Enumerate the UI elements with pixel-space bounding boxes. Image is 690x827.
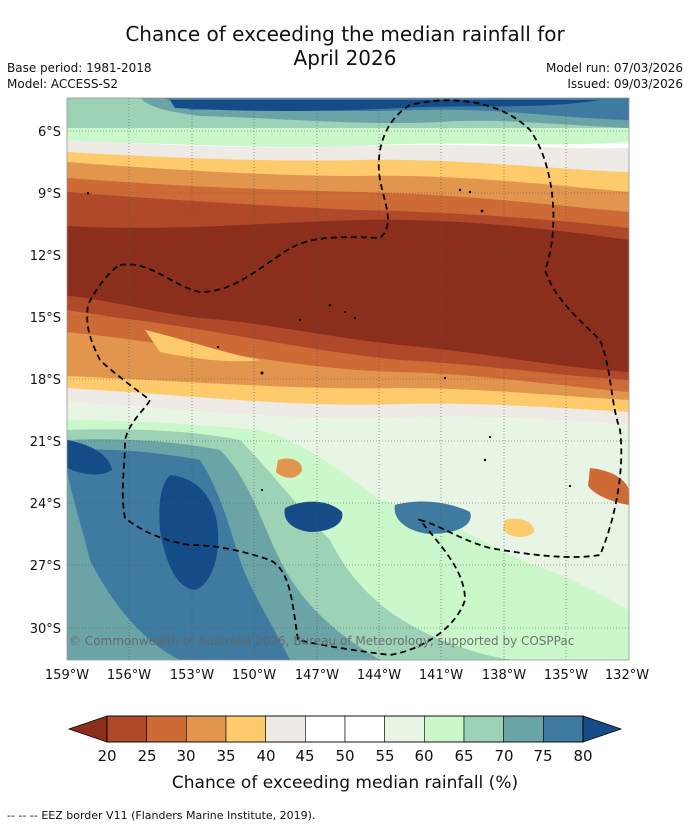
colorbar-tick: 65 — [454, 747, 473, 765]
lon-label: 132°W — [605, 668, 649, 683]
colorbar: 20 25 30 35 40 45 50 55 60 65 70 75 80 C… — [67, 715, 623, 793]
lon-label: 144°W — [357, 668, 401, 683]
colorbar-swatch — [265, 715, 306, 743]
colorbar-label: Chance of exceeding median rainfall (%) — [172, 773, 518, 793]
island — [568, 484, 572, 488]
colorbar-tick: 80 — [573, 747, 592, 765]
colorbar-swatch — [503, 715, 544, 743]
colorbar-frame — [106, 715, 584, 743]
lat-label: 12°S — [30, 249, 61, 264]
lat-label: 24°S — [30, 497, 61, 512]
island — [216, 345, 220, 349]
meta-right: Model run: 07/03/2026 Issued: 09/03/2026 — [546, 60, 683, 92]
dry-patch-35 — [145, 330, 260, 362]
island — [298, 318, 302, 322]
colorbar-tick: 55 — [375, 747, 394, 765]
title-line-2: April 2026 — [293, 46, 397, 70]
lat-label: 30°S — [30, 622, 61, 637]
colorbar-swatch — [186, 715, 227, 743]
map-frame — [66, 97, 630, 661]
band-dry-15 — [67, 219, 629, 372]
colorbar-tick: 40 — [256, 747, 275, 765]
dry-spot-central — [276, 458, 302, 478]
map-title: Chance of exceeding the median rainfall … — [0, 22, 690, 70]
rainfall-probability-field — [67, 98, 629, 660]
lon-label: 138°W — [482, 668, 526, 683]
colorbar-tick: 20 — [97, 747, 116, 765]
band-north-80 — [170, 100, 600, 111]
colorbar-swatch — [106, 715, 147, 743]
lon-label: 159°W — [45, 668, 89, 683]
lat-label: 27°S — [30, 559, 61, 574]
islands — [86, 188, 572, 492]
colorbar-tick: 60 — [414, 747, 433, 765]
colorbar-tick: 45 — [295, 747, 314, 765]
lat-label: 18°S — [30, 373, 61, 388]
title-line-1: Chance of exceeding the median rainfall … — [125, 22, 565, 46]
lat-label: 21°S — [30, 435, 61, 450]
colorbar-swatch — [543, 715, 584, 743]
issued-date: Issued: 09/03/2026 — [567, 77, 683, 91]
dry-spot-south — [503, 518, 535, 538]
lon-labels: 159°W 156°W 153°W 150°W 147°W 144°W 141°… — [45, 668, 649, 683]
colorbar-swatch — [146, 715, 187, 743]
model-run: Model run: 07/03/2026 — [545, 61, 683, 75]
graticule — [67, 98, 629, 660]
colorbar-swatches — [106, 715, 584, 743]
island — [328, 303, 332, 307]
colorbar-tick: 25 — [137, 747, 156, 765]
wet-core-c — [284, 501, 343, 532]
lon-label: 153°W — [170, 668, 214, 683]
colorbar-ticks: 20 25 30 35 40 45 50 55 60 65 70 75 80 — [97, 747, 592, 765]
island — [260, 488, 264, 492]
colorbar-tick: 50 — [335, 747, 354, 765]
colorbar-swatch — [344, 715, 385, 743]
eez-legend-text: EEZ border V11 (Flanders Marine Institut… — [41, 809, 316, 822]
colorbar-tick: 75 — [533, 747, 552, 765]
island — [353, 316, 357, 320]
colorbar-tick: 35 — [216, 747, 235, 765]
attribution-text: © Commonwealth of Australia 2026, Bureau… — [69, 634, 575, 648]
colorbar-swatch — [384, 715, 425, 743]
lon-label: 147°W — [295, 668, 339, 683]
eez-legend-marker: -- -- -- — [7, 809, 38, 822]
lat-label: 15°S — [30, 311, 61, 326]
island — [480, 209, 484, 213]
dry-spot-east — [588, 468, 629, 505]
lat-label: 6°S — [38, 125, 61, 140]
colorbar-tick: 70 — [494, 747, 513, 765]
lon-label: 135°W — [544, 668, 588, 683]
lat-labels: 6°S 9°S 12°S 15°S 18°S 21°S 24°S 27°S 30… — [30, 125, 61, 637]
wet-core-a — [159, 475, 219, 590]
island — [488, 435, 492, 439]
island — [343, 310, 347, 314]
lon-label: 141°W — [419, 668, 463, 683]
island — [458, 188, 462, 192]
lon-label: 150°W — [232, 668, 276, 683]
eez-border — [86, 99, 623, 656]
colorbar-swatch — [305, 715, 346, 743]
colorbar-swatch — [424, 715, 465, 743]
model-name: Model: ACCESS-S2 — [7, 77, 119, 91]
colorbar-swatch — [463, 715, 504, 743]
wet-core-b — [67, 440, 112, 475]
island — [483, 458, 487, 462]
island — [443, 376, 447, 380]
colorbar-arrow-low — [67, 715, 108, 743]
lon-label: 156°W — [107, 668, 151, 683]
base-period: Base period: 1981-2018 — [7, 61, 152, 75]
island — [468, 190, 472, 194]
island — [86, 191, 90, 195]
island — [260, 371, 264, 375]
lat-label: 9°S — [38, 187, 61, 202]
meta-left: Base period: 1981-2018 Model: ACCESS-S2 — [7, 60, 152, 92]
colorbar-tick: 30 — [176, 747, 195, 765]
band-north-60 — [67, 128, 629, 148]
wet-core-d — [394, 501, 471, 534]
colorbar-arrow-high — [582, 715, 623, 743]
eez-legend: -- -- -- EEZ border V11 (Flanders Marine… — [7, 809, 315, 822]
colorbar-swatch — [225, 715, 266, 743]
